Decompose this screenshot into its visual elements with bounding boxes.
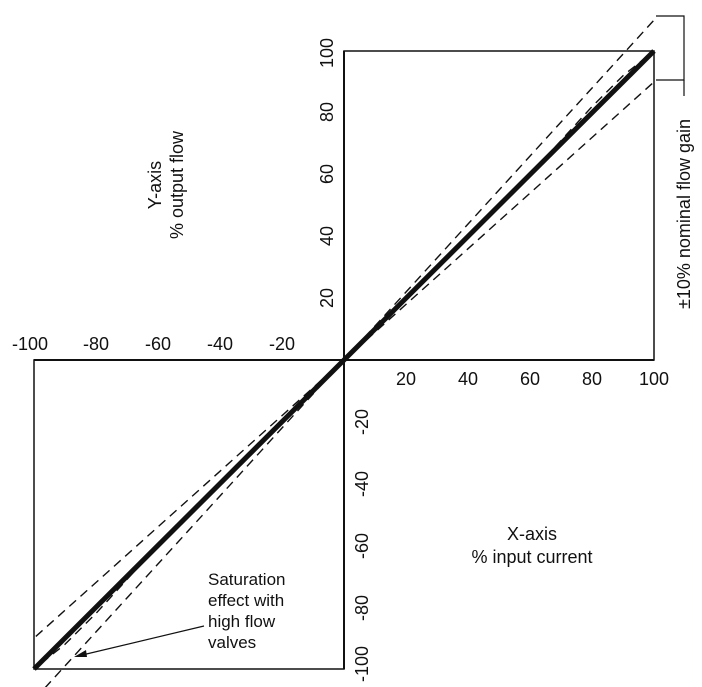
- y-tick-label: -60: [352, 533, 372, 559]
- saturation-arrow: [77, 625, 205, 657]
- x-tick-label: -40: [207, 334, 233, 354]
- x-tick-label: 60: [520, 369, 540, 389]
- x-tick-label: 20: [396, 369, 416, 389]
- tolerance-label: ±10% nominal flow gain: [674, 119, 694, 309]
- tolerance-bracket: [656, 15, 685, 81]
- x-tick-label: -100: [12, 334, 48, 354]
- y-tick-label: 40: [317, 226, 337, 246]
- dashed-series-2: [343, 81, 655, 361]
- saturation-label-line1: Saturation: [208, 570, 286, 589]
- y-tick-label: -80: [352, 595, 372, 621]
- y-axis-label-line2: % output flow: [167, 130, 187, 239]
- saturation-label-line2: effect with: [208, 591, 284, 610]
- y-axis-label-line1: Y-axis: [145, 161, 165, 209]
- dashed-series-5: [343, 50, 655, 361]
- saturation-label-line4: valves: [208, 633, 256, 652]
- y-tick-label: 80: [317, 102, 337, 122]
- y-tick-label: 60: [317, 164, 337, 184]
- series-layer: [32, 19, 656, 687]
- y-tick-label: -100: [352, 646, 372, 682]
- y-tick-label: -20: [352, 409, 372, 435]
- y-tick-label: 20: [317, 288, 337, 308]
- x-tick-label: -20: [269, 334, 295, 354]
- y-tick-label: -40: [352, 471, 372, 497]
- x-tick-label: 40: [458, 369, 478, 389]
- x-axis-label-line2: % input current: [471, 547, 592, 567]
- x-tick-label: 100: [639, 369, 669, 389]
- dashed-series-1: [343, 19, 655, 361]
- saturation-arrowhead: [74, 650, 87, 657]
- y-tick-label: 100: [317, 38, 337, 68]
- dashed-series-3: [44, 359, 345, 687]
- dashed-series-4: [33, 359, 345, 639]
- x-tick-label: -80: [83, 334, 109, 354]
- x-tick-label: 80: [582, 369, 602, 389]
- x-tick-label: -60: [145, 334, 171, 354]
- x-axis-label-line1: X-axis: [507, 524, 557, 544]
- saturation-label-line3: high flow: [208, 612, 276, 631]
- dashed-series-6: [33, 359, 345, 670]
